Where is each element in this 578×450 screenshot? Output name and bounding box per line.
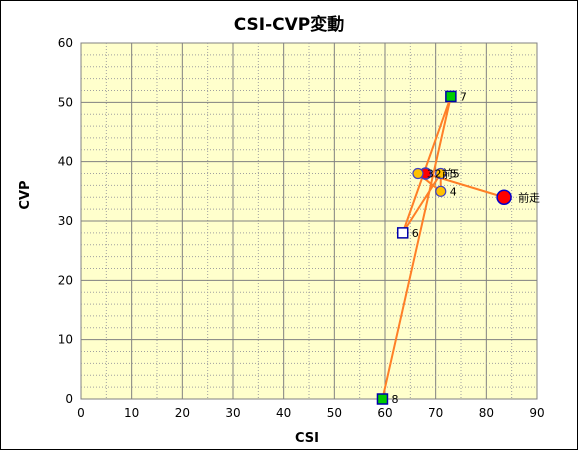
point-label: 4: [450, 185, 457, 198]
point-label: 前走: [518, 190, 540, 204]
point-label: 6: [412, 227, 419, 240]
x-tick-label: 0: [77, 406, 85, 420]
annotation-label: 前5: [442, 167, 460, 181]
data-point: [396, 227, 409, 239]
y-tick-label: 30: [58, 214, 73, 228]
data-point: [435, 167, 447, 180]
x-tick-label: 70: [428, 406, 443, 420]
point-label: 3: [427, 168, 434, 181]
x-tick-label: 20: [175, 406, 190, 420]
x-axis-label: CSI: [295, 431, 319, 446]
x-tick-label: 50: [327, 406, 342, 420]
y-tick-label: 20: [58, 273, 73, 287]
y-tick-label: 40: [58, 155, 73, 169]
data-point: [435, 185, 447, 197]
x-axis-ticks: 0 10 20 30 40 50 60 70 80 90: [77, 406, 544, 420]
point-label: 5: [450, 168, 457, 181]
point-label: 8: [391, 393, 398, 406]
y-tick-label: 50: [58, 95, 73, 109]
x-tick-label: 10: [124, 406, 139, 420]
y-tick-label: 60: [58, 36, 73, 50]
data-point: [445, 90, 457, 103]
point-label: 7: [460, 90, 467, 103]
grid-lines: [81, 43, 537, 399]
y-tick-label: 10: [58, 333, 73, 347]
x-tick-label: 60: [377, 406, 392, 420]
data-point: [412, 167, 424, 180]
x-tick-label: 90: [529, 406, 544, 420]
x-tick-label: 40: [276, 406, 291, 420]
chart-title: CSI-CVP変動: [234, 14, 345, 35]
data-point: [376, 393, 389, 405]
point-label: 2: [435, 168, 442, 181]
y-axis-ticks: 0 10 20 30 40 50 60: [58, 36, 73, 406]
data-points: [376, 90, 512, 405]
x-tick-label: 30: [225, 406, 240, 420]
data-point: [496, 189, 512, 206]
x-tick-label: 80: [479, 406, 494, 420]
y-axis-label: CVP: [18, 180, 33, 209]
y-tick-label: 0: [65, 392, 73, 406]
point-labels: 前走 23 4 5 6 7 8 前5: [391, 90, 540, 406]
